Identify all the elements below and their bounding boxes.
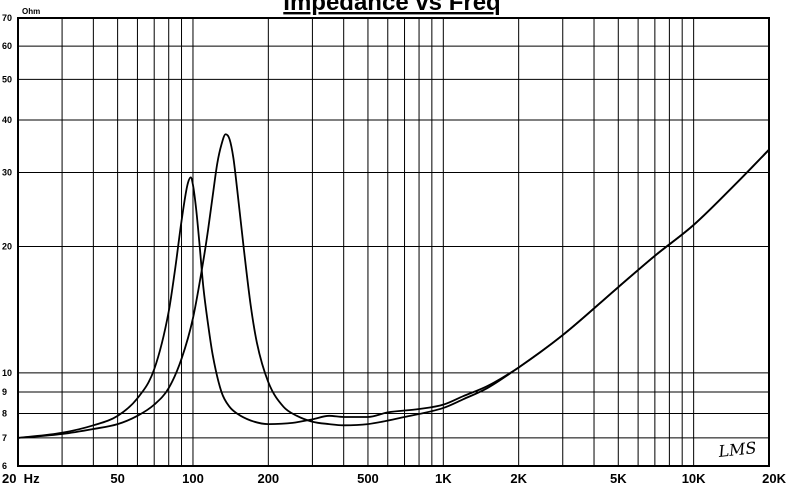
x-tick-label: 1K xyxy=(435,471,452,486)
lms-watermark: LMS xyxy=(717,438,758,461)
y-tick-label: 7 xyxy=(2,433,7,443)
x-tick-label: 2K xyxy=(510,471,527,486)
plot-frame xyxy=(17,17,770,467)
x-tick-label: 100 xyxy=(182,471,204,486)
x-tick-label: 200 xyxy=(257,471,279,486)
plot-curves xyxy=(17,133,770,439)
x-tick-label: 20 Hz xyxy=(2,471,40,486)
y-tick-label: 60 xyxy=(2,41,12,51)
y-tick-label: 8 xyxy=(2,409,7,419)
y-tick-label: 6 xyxy=(2,461,7,471)
y-tick-label: 40 xyxy=(2,115,12,125)
impedance-curve-1 xyxy=(17,149,770,439)
y-axis-label: Ohm xyxy=(22,7,40,16)
x-tick-labels: 20 Hz 50 100 200 500 1K 2K 5K 10K 20K xyxy=(2,471,787,486)
x-tick-label: 50 xyxy=(110,471,124,486)
y-tick-label: 20 xyxy=(2,241,12,251)
x-tick-label: 5K xyxy=(610,471,627,486)
y-tick-label: 50 xyxy=(2,74,12,84)
y-tick-label: 10 xyxy=(2,368,12,378)
chart-title: Impedance vs Freq xyxy=(283,0,500,16)
x-tick-label: 20K xyxy=(762,471,786,486)
y-tick-label: 70 xyxy=(2,13,12,23)
y-tick-label: 9 xyxy=(2,387,7,397)
plot-grid xyxy=(17,17,770,467)
y-tick-label: 30 xyxy=(2,168,12,178)
impedance-curve-2 xyxy=(17,133,770,439)
x-tick-label: 500 xyxy=(357,471,379,486)
x-tick-label: 10K xyxy=(682,471,706,486)
y-tick-labels: 70 60 50 40 30 20 10 9 8 7 6 xyxy=(2,13,12,471)
